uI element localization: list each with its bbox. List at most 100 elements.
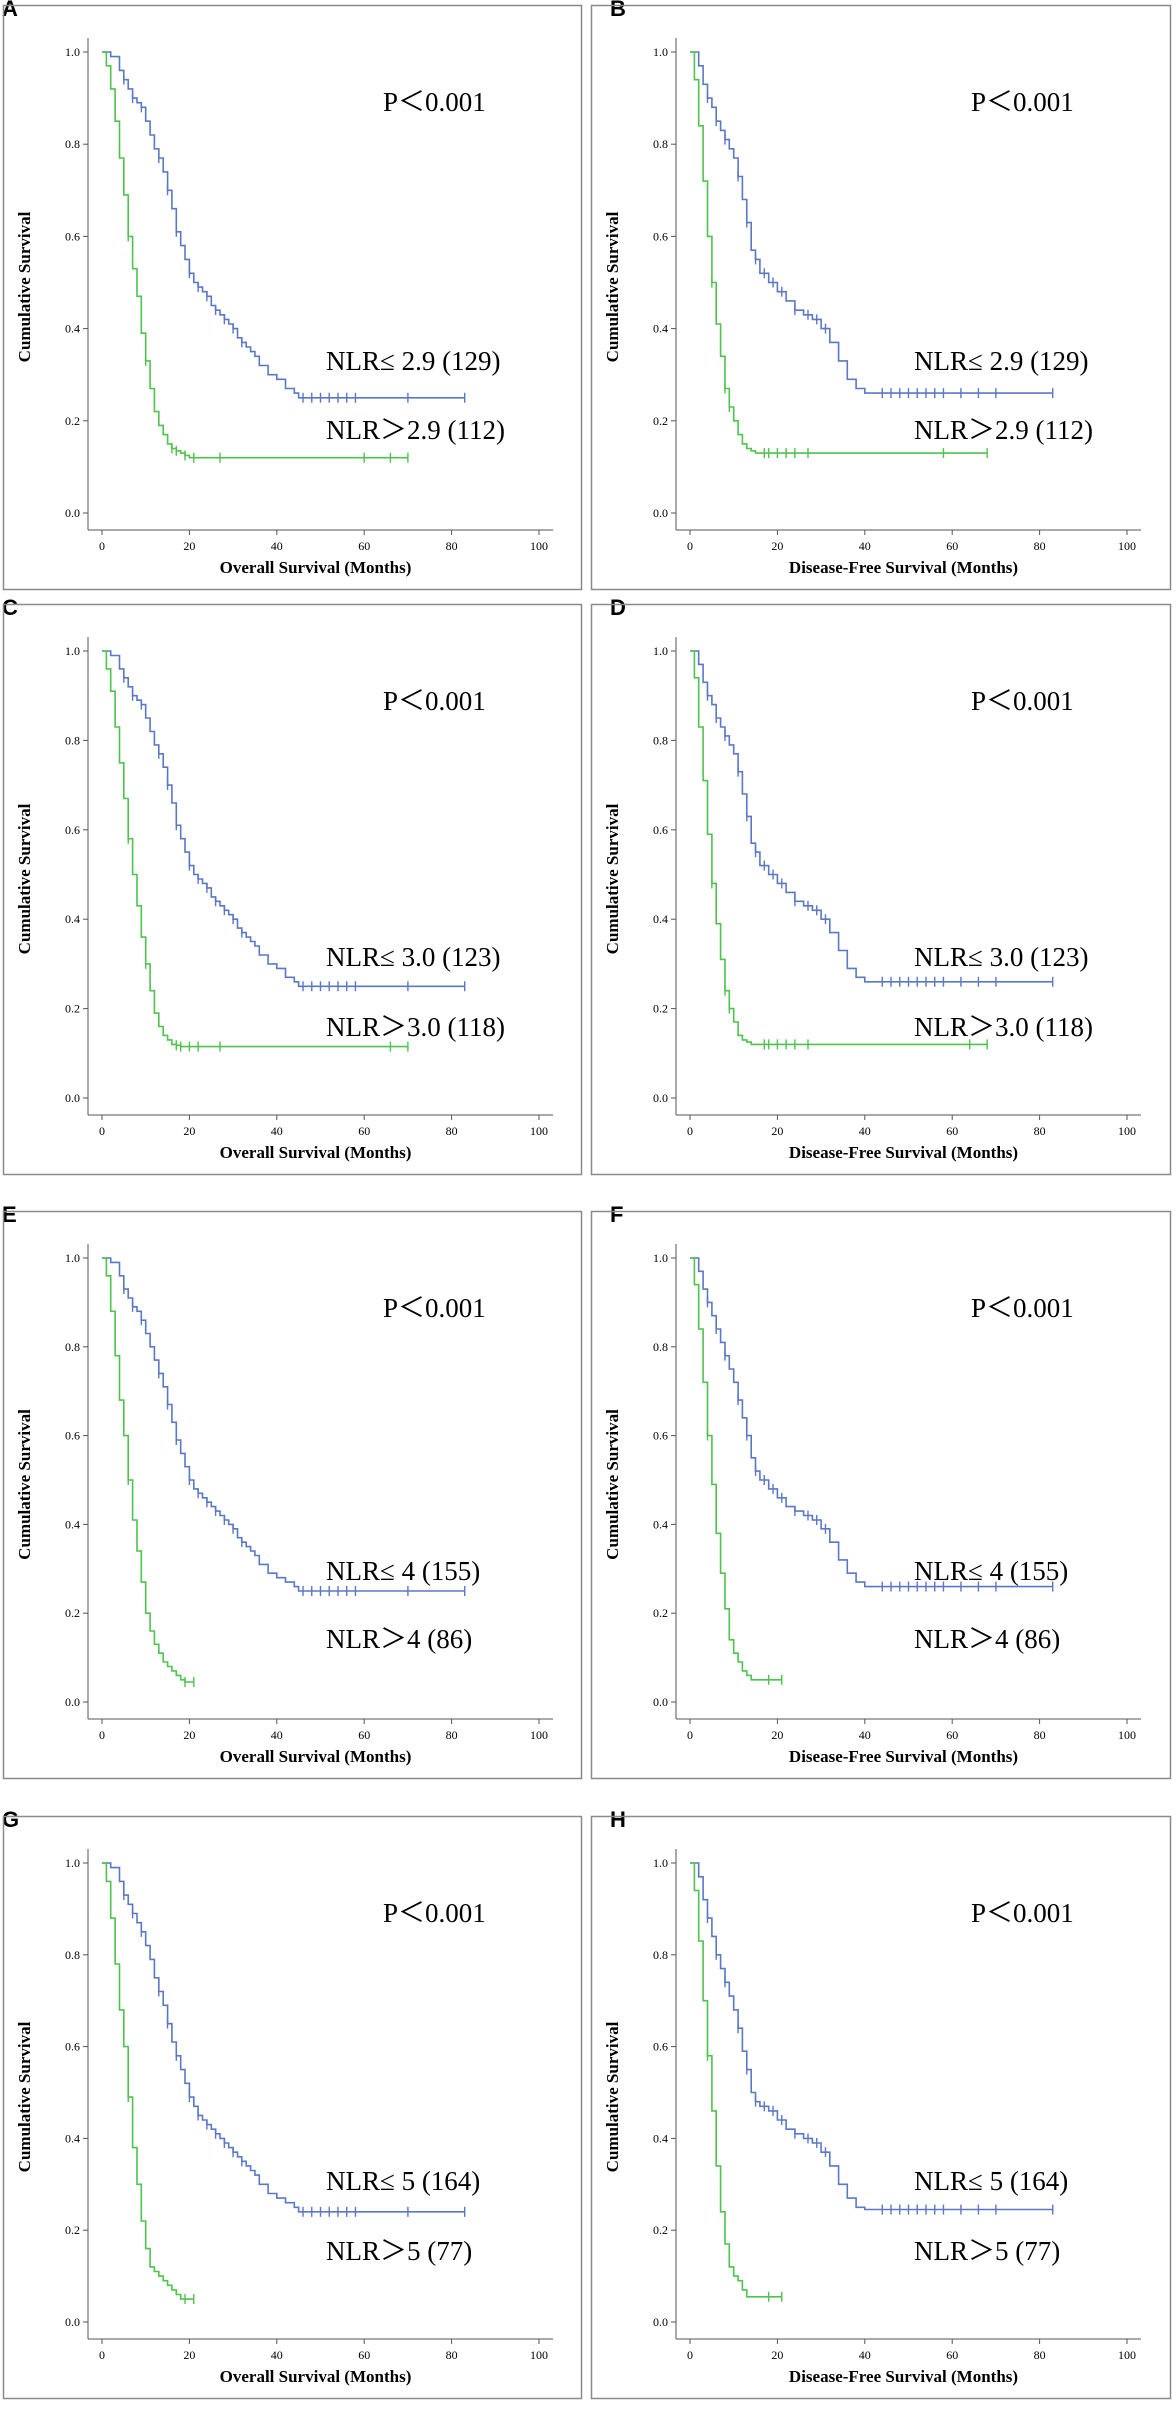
survival-curve: [690, 1862, 782, 2298]
x-axis-title: Overall Survival (Months): [220, 558, 412, 577]
y-tick-label: 0.0: [65, 1091, 80, 1105]
x-tick-label: 40: [271, 539, 283, 553]
x-tick-label: 40: [859, 2348, 871, 2362]
x-tick-label: 0: [99, 1124, 105, 1138]
series-label: NLR≤ 2.9 (129): [326, 346, 501, 376]
series-high-nlr: [102, 1257, 195, 1688]
y-axis-title: Cumulative Survival: [15, 2021, 34, 2172]
y-tick-label: 0.0: [65, 1695, 80, 1709]
x-tick-label: 60: [946, 1124, 958, 1138]
survival-curve: [102, 650, 408, 1048]
panel-frame: [590, 1815, 1172, 2400]
panel-d: D 0 20 40 60 80 100 0.0 0.2 0.4 0.6 0.8 1.0 Disease-F…: [590, 595, 1172, 1176]
series-label: NLR≤ 4 (155): [326, 1556, 480, 1586]
p-value-label: P＜0.001: [971, 87, 1074, 117]
x-tick-label: 60: [358, 2348, 370, 2362]
series-low-nlr: [102, 1862, 466, 2217]
x-tick-label: 80: [446, 2348, 458, 2362]
panel-f: F 0 20 40 60 80 100 0.0 0.2 0.4 0.6 0.8 1.0 Disease-F…: [590, 1202, 1172, 1780]
x-tick-label: 80: [1034, 1124, 1046, 1138]
x-tick-label: 100: [1118, 539, 1136, 553]
series-high-nlr: [690, 650, 988, 1050]
series-high-nlr: [102, 51, 409, 463]
y-tick-label: 1.0: [65, 1251, 80, 1265]
x-tick-label: 0: [687, 1124, 693, 1138]
x-tick-label: 40: [859, 1124, 871, 1138]
panel-frame: [590, 603, 1172, 1176]
x-tick-label: 40: [271, 1124, 283, 1138]
p-value-label: P＜0.001: [383, 1293, 486, 1323]
p-value-label: P＜0.001: [383, 686, 486, 716]
series-high-nlr: [690, 1862, 783, 2302]
x-tick-label: 100: [530, 1728, 548, 1742]
y-tick-label: 0.4: [653, 2131, 668, 2145]
y-tick-label: 1.0: [653, 45, 668, 59]
survival-curve: [690, 650, 988, 1046]
x-tick-label: 60: [358, 539, 370, 553]
y-tick-label: 0.8: [65, 1948, 80, 1962]
y-axis-title: Cumulative Survival: [603, 211, 622, 362]
x-tick-label: 0: [687, 539, 693, 553]
x-axis-title: Overall Survival (Months): [220, 2367, 412, 2386]
x-tick-label: 80: [1034, 2348, 1046, 2362]
y-tick-label: 0.0: [65, 2315, 80, 2329]
y-tick-label: 0.6: [65, 823, 80, 837]
y-tick-label: 0.4: [653, 1517, 668, 1531]
x-tick-label: 20: [183, 539, 195, 553]
y-tick-label: 0.0: [653, 2315, 668, 2329]
x-tick-label: 0: [99, 1728, 105, 1742]
y-axis-title: Cumulative Survival: [15, 803, 34, 954]
x-tick-label: 80: [446, 1728, 458, 1742]
panel-c: C 0 20 40 60 80 100 0.0 0.2 0.4 0.6 0.8 1.0 Overall S…: [2, 595, 583, 1176]
y-axis-title: Cumulative Survival: [603, 1409, 622, 1560]
y-tick-label: 0.2: [653, 2223, 668, 2237]
x-tick-label: 60: [358, 1728, 370, 1742]
p-value-label: P＜0.001: [971, 1898, 1074, 1928]
panel-frame: [590, 4, 1172, 591]
y-tick-label: 0.2: [65, 2223, 80, 2237]
series-label: NLR≤ 5 (164): [914, 2166, 1068, 2196]
x-tick-label: 20: [771, 1728, 783, 1742]
panel-e: E 0 20 40 60 80 100 0.0 0.2 0.4 0.6 0.8 1.0 Overall S…: [2, 1202, 583, 1780]
panel-frame: [2, 1210, 583, 1780]
survival-curve: [102, 1257, 194, 1683]
x-tick-label: 20: [771, 1124, 783, 1138]
series-label: NLR＞5 (77): [914, 2236, 1060, 2266]
series-low-nlr: [102, 1257, 466, 1596]
x-tick-label: 20: [771, 2348, 783, 2362]
y-tick-label: 0.8: [65, 733, 80, 747]
series-high-nlr: [102, 1862, 195, 2305]
x-tick-label: 100: [530, 2348, 548, 2362]
series-label: NLR≤ 4 (155): [914, 1556, 1068, 1586]
y-tick-label: 0.0: [653, 506, 668, 520]
y-tick-label: 0.6: [65, 2040, 80, 2054]
series-label: NLR＞4 (86): [326, 1624, 472, 1654]
series-high-nlr: [102, 650, 409, 1052]
series-low-nlr: [690, 650, 1054, 987]
series-low-nlr: [102, 51, 466, 403]
x-tick-label: 60: [358, 1124, 370, 1138]
panel-frame: [2, 603, 583, 1176]
series-low-nlr: [102, 650, 466, 992]
y-tick-label: 0.6: [653, 1429, 668, 1443]
x-tick-label: 100: [1118, 1728, 1136, 1742]
series-high-nlr: [690, 1257, 783, 1685]
x-tick-label: 40: [859, 539, 871, 553]
x-tick-label: 80: [1034, 539, 1046, 553]
panel-b: B 0 20 40 60 80 100 0.0 0.2 0.4 0.6 0.8 1.0 Disease-F…: [590, 0, 1172, 591]
y-tick-label: 1.0: [653, 644, 668, 658]
y-tick-label: 1.0: [65, 1856, 80, 1870]
series-low-nlr: [690, 51, 1054, 399]
survival-curve: [690, 1257, 782, 1681]
panel-h: H 0 20 40 60 80 100 0.0 0.2 0.4 0.6 0.8 1.0 Disease-F…: [590, 1807, 1172, 2400]
x-tick-label: 60: [946, 2348, 958, 2362]
x-tick-label: 60: [946, 539, 958, 553]
x-tick-label: 0: [687, 2348, 693, 2362]
y-tick-label: 0.4: [653, 322, 668, 336]
x-tick-label: 80: [446, 539, 458, 553]
y-tick-label: 1.0: [653, 1856, 668, 1870]
x-axis-title: Overall Survival (Months): [220, 1143, 412, 1162]
x-tick-label: 0: [99, 2348, 105, 2362]
series-label: NLR＞2.9 (112): [914, 415, 1093, 445]
